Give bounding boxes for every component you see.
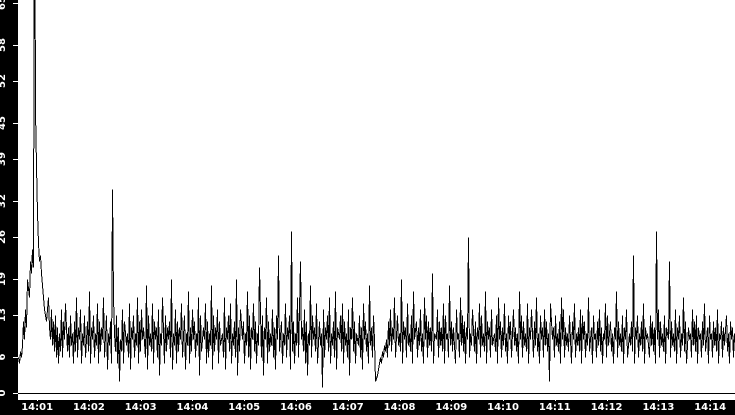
y-axis-tick-label: 26 — [0, 230, 8, 244]
y-axis-tick-mark — [13, 201, 18, 202]
x-axis-tick-label: 14:01 — [21, 402, 54, 413]
y-axis-tick-label: 32 — [0, 194, 8, 208]
x-axis-tick-label: 14:02 — [73, 402, 105, 413]
x-axis-tick-mark — [451, 396, 453, 401]
y-axis-tick-mark — [13, 279, 18, 280]
x-axis-tick-label: 14:09 — [435, 402, 468, 413]
y-axis-tick-mark — [13, 315, 18, 316]
x-axis-tick-mark — [399, 396, 401, 401]
y-axis-tick-label: 58 — [0, 38, 8, 52]
y-axis-tick-label: 19 — [0, 272, 8, 286]
y-axis-tick-mark — [13, 3, 18, 4]
y-axis-tick-mark — [13, 237, 18, 238]
x-axis-tick-label: 14:12 — [590, 402, 623, 413]
x-axis-tick-label: 14:06 — [280, 402, 312, 413]
x-axis-tick-label: 14:11 — [538, 402, 571, 413]
x-axis-tick-mark — [658, 396, 660, 401]
y-axis-tick-label: 39 — [0, 152, 8, 166]
x-axis-tick-mark — [295, 396, 297, 401]
y-axis-tick-label: 52 — [0, 74, 8, 88]
y-axis-tick-mark — [13, 45, 18, 46]
x-axis-tick-mark — [503, 396, 505, 401]
x-axis-tick-label: 14:05 — [228, 402, 261, 413]
y-axis-tick-label: 65 — [0, 0, 8, 10]
x-axis-tick-label: 14:03 — [124, 402, 157, 413]
x-axis-tick-label: 14:10 — [487, 402, 519, 413]
x-axis-tick-mark — [710, 396, 712, 401]
x-axis: 14:01 14:02 14:03 14:04 14:05 14:06 14:07 14:08… — [0, 396, 735, 415]
plot-area — [18, 0, 735, 400]
x-axis-tick-mark — [606, 396, 608, 401]
x-axis-tick-label: 14:14 — [694, 402, 727, 413]
x-axis-tick-mark — [192, 396, 194, 401]
x-axis-tick-mark — [244, 396, 246, 401]
x-axis-tick-label: 14:04 — [176, 402, 209, 413]
plot-svg — [18, 0, 735, 394]
x-axis-tick-label: 14:08 — [383, 402, 416, 413]
y-axis: 06131926323945525865 — [0, 0, 18, 400]
x-axis-tick-mark — [88, 396, 90, 401]
x-axis-tick-label: 14:07 — [331, 402, 364, 413]
y-axis-tick-mark — [13, 357, 18, 358]
y-axis-tick-label: 13 — [0, 308, 8, 322]
x-axis-tick-mark — [347, 396, 349, 401]
y-axis-tick-label: 45 — [0, 116, 8, 130]
y-axis-tick-mark — [13, 159, 18, 160]
y-axis-tick-label: 6 — [0, 344, 15, 370]
x-axis-tick-label: 14:13 — [642, 402, 675, 413]
x-axis-tick-mark — [554, 396, 556, 401]
series-line-response-time — [18, 0, 735, 388]
y-axis-tick-mark — [13, 123, 18, 124]
x-axis-tick-mark — [37, 396, 39, 401]
x-axis-tick-mark — [140, 396, 142, 401]
y-axis-tick-mark — [13, 393, 18, 394]
y-axis-tick-mark — [13, 81, 18, 82]
